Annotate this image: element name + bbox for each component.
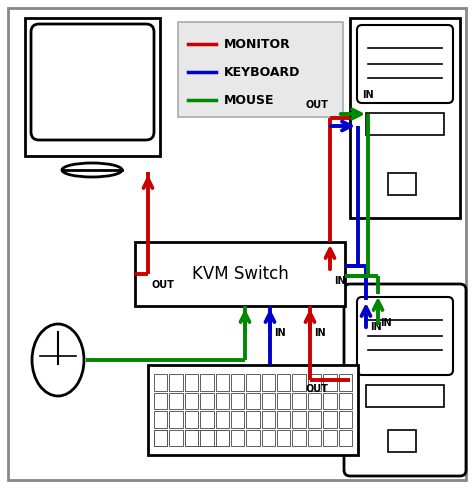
Bar [292,374,306,390]
Bar [216,392,229,409]
Bar [262,429,275,446]
Bar [308,429,321,446]
Bar [185,392,198,409]
Bar [216,374,229,390]
Bar [338,429,352,446]
Bar [323,411,337,427]
FancyBboxPatch shape [357,297,453,375]
Text: OUT: OUT [306,384,329,394]
Bar [277,429,291,446]
Bar [292,392,306,409]
Bar [185,429,198,446]
Bar [216,411,229,427]
FancyBboxPatch shape [344,284,466,476]
Bar [154,411,167,427]
Text: IN: IN [380,318,392,328]
Bar [338,374,352,390]
Bar [366,385,444,407]
Ellipse shape [62,163,122,177]
Bar [338,411,352,427]
Text: OUT: OUT [306,100,329,110]
Text: KEYBOARD: KEYBOARD [224,65,301,79]
Bar [169,374,183,390]
Bar [154,429,167,446]
Bar [277,392,291,409]
Bar [200,429,214,446]
Bar [338,392,352,409]
Bar [135,242,345,306]
Bar [350,18,460,218]
Bar [308,392,321,409]
Ellipse shape [32,324,84,396]
Bar [216,429,229,446]
Text: KVM Switch: KVM Switch [191,265,288,283]
Bar [323,429,337,446]
Bar [323,374,337,390]
Text: IN: IN [314,328,326,338]
Bar [178,22,343,117]
Bar [148,365,358,455]
Bar [231,392,244,409]
Bar [388,173,416,195]
Bar [169,411,183,427]
Bar [231,374,244,390]
Bar [292,411,306,427]
FancyBboxPatch shape [31,24,154,140]
Bar [308,374,321,390]
Bar [169,429,183,446]
Bar [200,411,214,427]
Bar [308,411,321,427]
Bar [277,411,291,427]
Bar [292,429,306,446]
Bar [277,374,291,390]
Bar [25,18,160,156]
Bar [231,429,244,446]
Bar [262,374,275,390]
Bar [154,429,167,446]
Bar [185,411,198,427]
Bar [231,411,244,427]
Bar [262,392,275,409]
Bar [185,429,198,446]
Text: IN: IN [370,322,382,332]
FancyBboxPatch shape [357,25,453,103]
Text: OUT: OUT [152,280,175,290]
Text: IN: IN [362,90,374,100]
Bar [246,411,260,427]
Text: MONITOR: MONITOR [224,38,291,50]
Bar [366,113,444,135]
Bar [185,374,198,390]
Bar [388,430,416,452]
Bar [169,392,183,409]
Text: IN: IN [274,328,286,338]
Bar [323,392,337,409]
Bar [246,374,260,390]
Bar [246,392,260,409]
Bar [154,392,167,409]
Bar [262,411,275,427]
Text: IN: IN [334,276,346,286]
Bar [200,392,214,409]
Text: MOUSE: MOUSE [224,94,274,106]
Bar [154,374,167,390]
Bar [200,374,214,390]
Bar [246,429,260,446]
Bar [185,429,229,446]
